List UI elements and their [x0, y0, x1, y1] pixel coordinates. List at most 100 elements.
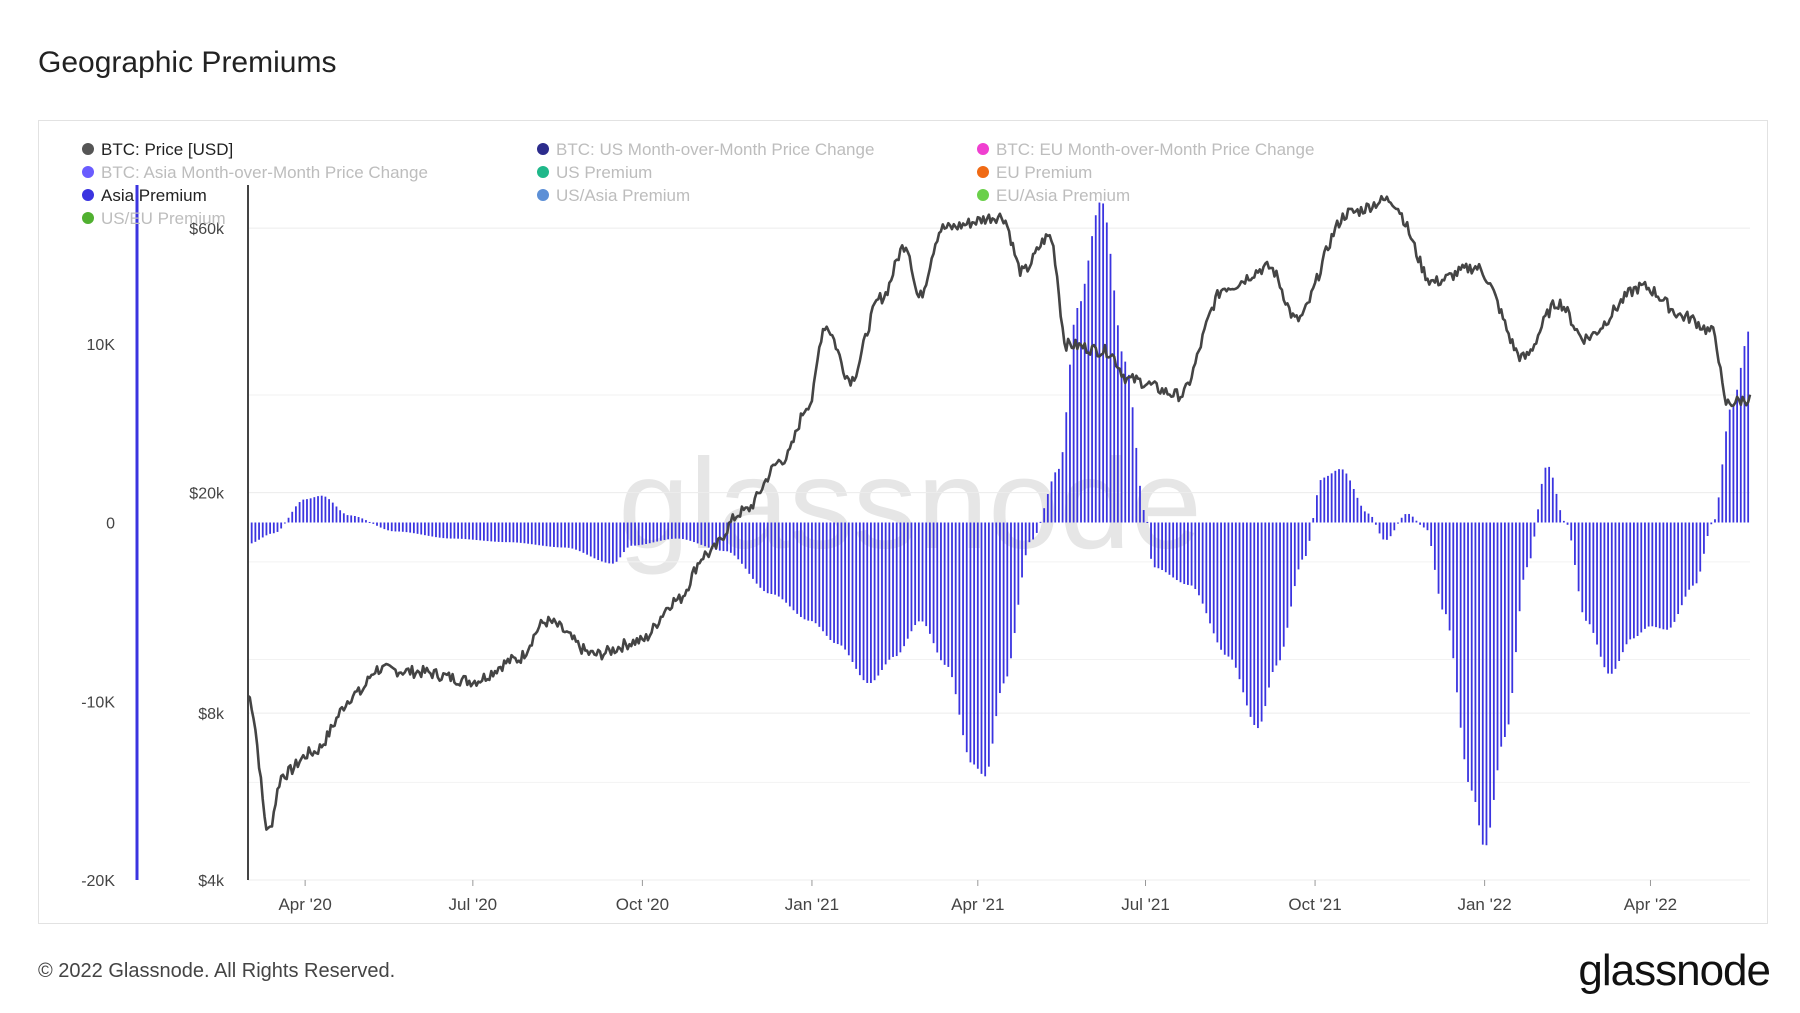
premium-bar [1293, 522, 1296, 587]
premium-bar [405, 522, 408, 533]
premium-bar [372, 522, 375, 524]
premium-bar [1338, 469, 1340, 523]
premium-bar [1076, 308, 1079, 523]
premium-bar [1566, 522, 1569, 525]
premium-bar [1445, 522, 1447, 615]
premium-bar [534, 522, 537, 545]
premium-bar [265, 522, 268, 536]
x-tick-label: Apr '22 [1624, 895, 1677, 914]
premium-bar [811, 522, 813, 622]
premium-bar [788, 522, 791, 607]
premium-bar [479, 522, 482, 541]
legend-item[interactable]: BTC: Asia Month-over-Month Price Change [82, 163, 428, 182]
premium-bar [674, 522, 677, 539]
premium-bar [1662, 522, 1665, 630]
premium-bar [807, 522, 810, 621]
premium-bar [1699, 522, 1702, 572]
premium-bar [1691, 522, 1694, 586]
premium-bar [589, 522, 592, 557]
premium-bar [744, 522, 747, 569]
premium-bar [1618, 522, 1621, 661]
legend-marker-icon [537, 189, 549, 201]
premium-bar [549, 522, 552, 547]
premium-bar [855, 522, 858, 669]
premium-bar [1706, 522, 1709, 537]
premium-bar [1496, 522, 1499, 771]
premium-bar [1470, 522, 1473, 791]
premium-bar [637, 522, 640, 546]
premium-bar [1120, 351, 1123, 523]
premium-bar [1069, 364, 1071, 523]
premium-bar [306, 499, 308, 523]
premium-bar [1282, 522, 1285, 647]
premium-bar [1205, 522, 1208, 614]
premium-bar [1474, 522, 1477, 802]
premium-bar [1249, 522, 1252, 717]
legend[interactable]: BTC: Price [USD] BTC: US Month-over-Month… [82, 140, 1314, 228]
premium-bar [1002, 522, 1005, 684]
premium-bar [700, 522, 703, 545]
premium-bar [1607, 522, 1609, 674]
legend-item[interactable]: BTC: EU Month-over-Month Price Change [977, 140, 1314, 159]
premium-bar [335, 506, 338, 523]
premium-bar [280, 522, 283, 529]
premium-bar [261, 522, 264, 538]
premium-bar [833, 522, 835, 643]
legend-item[interactable]: Asia Premium [82, 186, 207, 205]
premium-bar [1374, 522, 1377, 525]
premium-bar [1511, 522, 1514, 693]
premium-bar [899, 522, 902, 653]
premium-bar [416, 522, 419, 534]
premium-bar [689, 522, 692, 541]
premium-bar [987, 522, 990, 767]
premium-bar [847, 522, 850, 656]
premium-bar [1050, 481, 1053, 523]
premium-bar [619, 522, 622, 558]
premium-bar [1680, 522, 1683, 606]
legend-item[interactable]: US Premium [537, 163, 652, 182]
premium-bar [464, 522, 467, 540]
premium-bar [648, 522, 651, 544]
legend-label: EU Premium [996, 163, 1092, 182]
premium-bar [571, 522, 574, 549]
premium-bar [1703, 522, 1705, 554]
premium-bar [1028, 522, 1031, 543]
premium-bar [1194, 522, 1197, 590]
premium-bar [766, 522, 769, 594]
premium-bar [1426, 522, 1429, 531]
premium-bar [339, 510, 342, 523]
premium-bar [781, 522, 784, 600]
premium-bar [1172, 522, 1175, 578]
premium-bar [1526, 522, 1528, 568]
premium-bar [1032, 522, 1034, 540]
legend-item[interactable]: EU/Asia Premium [977, 186, 1130, 205]
premium-bar [449, 522, 452, 539]
premium-bar [564, 522, 566, 548]
premium-bar [1360, 505, 1363, 523]
premium-bar [1644, 522, 1646, 629]
legend-item[interactable]: BTC: Price [USD] [82, 140, 233, 159]
premium-bar [1231, 522, 1234, 660]
premium-bar [711, 522, 714, 549]
premium-bar [1220, 522, 1222, 650]
premium-bar [1352, 488, 1355, 523]
premium-bar [1242, 522, 1245, 693]
premium-bar [1673, 522, 1676, 622]
legend-item[interactable]: EU Premium [977, 163, 1092, 182]
premium-bar [1382, 522, 1385, 540]
premium-bar [1116, 325, 1119, 523]
legend-item[interactable]: BTC: US Month-over-Month Price Change [537, 140, 874, 159]
legend-item[interactable]: US/Asia Premium [537, 186, 690, 205]
premium-bar [1666, 522, 1668, 630]
legend-item[interactable]: US/EU Premium [82, 209, 226, 228]
price-tick-label: $20k [189, 486, 225, 503]
premium-bar [1105, 222, 1108, 523]
copyright-text: © 2022 Glassnode. All Rights Reserved. [38, 960, 396, 982]
premium-bar [777, 522, 780, 597]
premium-bar [928, 522, 931, 634]
premium-bar [1688, 522, 1691, 590]
premium-bar [287, 517, 290, 523]
premium-bar [785, 522, 788, 603]
premium-bar [486, 522, 489, 542]
